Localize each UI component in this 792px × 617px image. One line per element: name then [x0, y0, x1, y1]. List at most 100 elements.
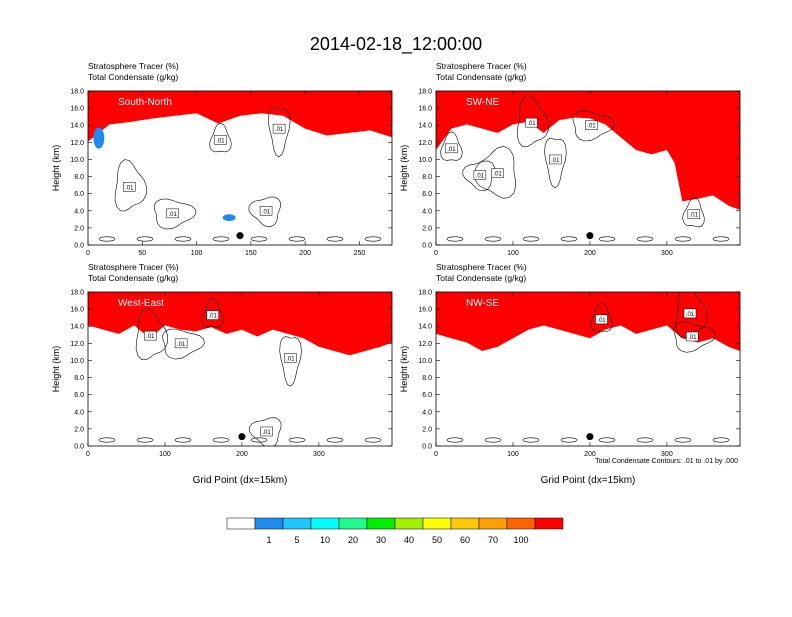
colorbar-swatch [282, 517, 312, 530]
panel-label: NW-SE [466, 298, 499, 309]
condensate-contour [98, 437, 116, 443]
y-tick-label: 2.0 [74, 426, 84, 433]
panel-label: SW-NE [466, 97, 499, 108]
subtitle-tracer: Stratosphere Tracer (%) [436, 262, 527, 272]
condensate-contour [326, 236, 344, 242]
y-tick-label: 10.0 [70, 358, 84, 365]
contour-label: .01 [447, 147, 456, 153]
condensate-contour [212, 236, 230, 242]
contour-label-box [525, 117, 538, 128]
y-tick-label: 0.0 [74, 444, 84, 451]
condensate-contour [288, 437, 306, 443]
x-tick-label: 100 [191, 250, 203, 257]
x-tick-label: 100 [507, 451, 519, 458]
condensate-contour [560, 437, 578, 443]
panel-label: West-East [118, 298, 164, 309]
condensate-contour [675, 292, 708, 338]
contour-label-box [686, 331, 699, 342]
contour-label: .01 [209, 314, 218, 320]
x-tick-label: 0 [86, 250, 90, 257]
condensate-contour [522, 437, 540, 443]
contour-label-box [123, 182, 136, 192]
y-tick-label: 4.0 [422, 409, 432, 416]
contour-label-box [585, 120, 598, 130]
y-tick-label: 8.0 [422, 375, 432, 382]
contour-label: .01 [476, 173, 485, 179]
y-tick-label: 0.0 [422, 243, 432, 250]
plot-area [88, 91, 392, 245]
y-tick-label: 16.0 [70, 106, 84, 113]
condensate-contour [250, 236, 268, 242]
panel-4: Stratosphere Tracer (%)Total Condensate … [399, 262, 741, 486]
contour-label-box [473, 170, 487, 180]
condensate-contour [209, 122, 232, 153]
x-tick-label: 200 [299, 250, 311, 257]
colorbar-swatch [422, 517, 452, 530]
condensate-contour [544, 137, 567, 189]
condensate-contour [288, 236, 306, 242]
condensate-contour [248, 196, 281, 228]
y-tick-label: 4.0 [74, 409, 84, 416]
contour-label-box [272, 123, 286, 134]
y-tick-label: 10.0 [418, 157, 432, 164]
x-tick-label: 0 [86, 451, 90, 458]
y-axis-label: Height (km) [51, 346, 61, 393]
subtitle-condensate: Total Condensate (g/kg) [436, 273, 526, 283]
colorbar-swatch [534, 517, 564, 530]
plot-area [88, 292, 392, 446]
tracer-core [88, 91, 392, 119]
contour-label-box [683, 308, 697, 319]
panel-3: Stratosphere Tracer (%)Total Condensate … [51, 262, 393, 486]
colorbar: 1 5 10 20 30 40 50 60 70 100 [226, 517, 564, 545]
y-axis-label: Height (km) [399, 145, 409, 192]
condensate-contour [136, 236, 154, 242]
condensate-contour [364, 236, 382, 242]
subtitle-condensate: Total Condensate (g/kg) [88, 273, 178, 283]
condensate-contour [674, 437, 692, 443]
contour-label: .01 [551, 158, 560, 164]
y-axis-label: Height (km) [399, 346, 409, 393]
colorbar-label: 50 [432, 535, 442, 545]
plot-frame [87, 291, 393, 447]
y-tick-label: 8.0 [422, 174, 432, 181]
condensate-contour [268, 106, 291, 158]
condensate-contour [673, 321, 716, 353]
contour-label: .01 [597, 318, 606, 324]
contour-label-box [595, 314, 608, 325]
contour-label: .01 [262, 430, 271, 436]
colorbar-label: 5 [294, 535, 299, 545]
colorbar-label: 10 [320, 535, 330, 545]
colorbar-swatch [338, 517, 368, 530]
condensate-contour [522, 236, 540, 242]
y-tick-label: 18.0 [418, 89, 432, 96]
x-tick-label: 100 [159, 451, 171, 458]
y-tick-label: 18.0 [70, 89, 84, 96]
y-tick-label: 12.0 [418, 140, 432, 147]
tracer-core [88, 292, 392, 333]
condensate-contour [484, 437, 502, 443]
panel-1: Stratosphere Tracer (%)Total Condensate … [51, 61, 393, 257]
contour-label-box [260, 426, 273, 437]
contour-label-box [549, 154, 562, 165]
y-tick-label: 2.0 [422, 225, 432, 232]
x-tick-label: 200 [584, 250, 596, 257]
subtitle-tracer: Stratosphere Tracer (%) [436, 61, 527, 71]
tracer-patch-1 [222, 214, 236, 222]
y-tick-label: 2.0 [74, 225, 84, 232]
condensate-contour [212, 437, 230, 443]
x-tick-label: 100 [507, 250, 519, 257]
y-tick-label: 6.0 [74, 191, 84, 198]
x-axis-label: Grid Point (dx=15km) [193, 475, 288, 486]
condensate-contour [136, 437, 154, 443]
y-tick-label: 18.0 [70, 290, 84, 297]
contour-label: .01 [146, 334, 155, 340]
y-tick-label: 0.0 [422, 444, 432, 451]
y-tick-label: 4.0 [422, 208, 432, 215]
condensate-contour [636, 437, 654, 443]
location-marker [238, 433, 246, 441]
plot-frame [87, 90, 393, 246]
colorbar-swatch [366, 517, 396, 530]
condensate-contour [598, 236, 616, 242]
contour-label-box [166, 208, 179, 219]
